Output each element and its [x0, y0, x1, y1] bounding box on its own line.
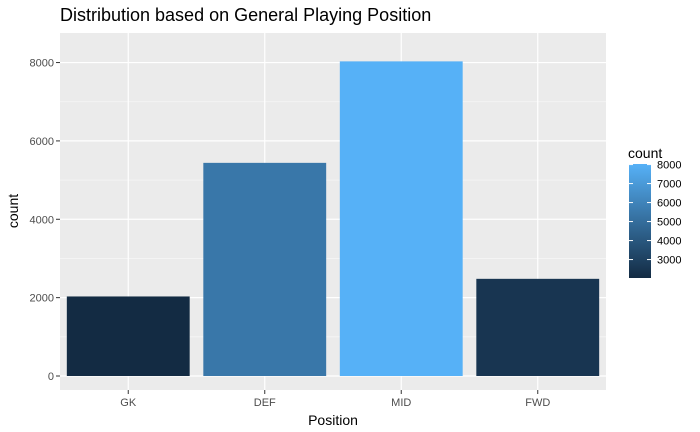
legend-tick-label: 7000 [657, 179, 681, 191]
legend-tick-label: 5000 [657, 217, 681, 229]
y-tick-label: 8000 [30, 58, 54, 70]
bar-gk [66, 296, 190, 376]
chart-title: Distribution based on General Playing Po… [60, 5, 431, 25]
y-axis-ticks: 0 2000 4000 6000 8000 [30, 58, 60, 383]
y-tick-label: 0 [48, 371, 54, 383]
bar-fwd [476, 278, 600, 376]
legend-tick-label: 4000 [657, 236, 681, 248]
x-tick-label: FWD [525, 397, 550, 409]
y-tick-label: 2000 [30, 293, 54, 305]
color-legend: count 3000 4000 5000 6000 7000 8000 [628, 145, 681, 278]
y-axis-title: count [5, 194, 21, 228]
legend-title: count [628, 145, 662, 161]
legend-tick-label: 8000 [657, 160, 681, 172]
bar-def [203, 162, 327, 376]
x-tick-label: GK [120, 397, 137, 409]
y-tick-label: 4000 [30, 214, 54, 226]
bar-mid [339, 61, 463, 376]
y-tick-label: 6000 [30, 136, 54, 148]
legend-ticks: 3000 4000 5000 6000 7000 8000 [629, 160, 681, 267]
legend-tick-label: 6000 [657, 198, 681, 210]
bars [66, 61, 600, 376]
x-tick-label: DEF [254, 397, 276, 409]
legend-tick-label: 3000 [657, 255, 681, 267]
x-axis-ticks: GK DEF MID FWD [120, 390, 550, 409]
x-tick-label: MID [391, 397, 411, 409]
legend-colorbar [629, 164, 651, 278]
x-axis-title: Position [308, 412, 358, 428]
